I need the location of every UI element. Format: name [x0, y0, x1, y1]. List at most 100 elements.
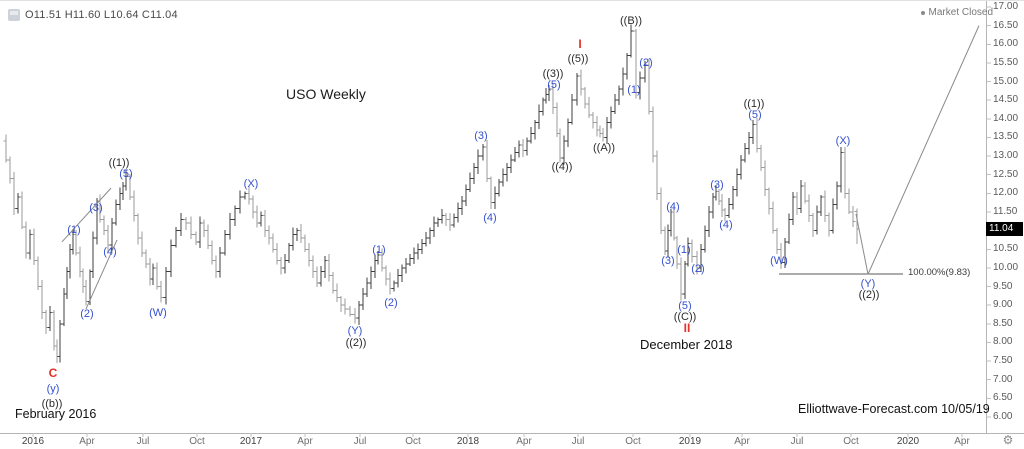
time-axis-label: Oct — [405, 436, 421, 447]
price-axis-label: 9.50 — [993, 280, 1013, 292]
wave-label: (5) — [119, 168, 133, 180]
wave-label: ((5)) — [567, 53, 589, 65]
price-axis-label: 7.50 — [993, 355, 1013, 367]
time-axis-label: 2019 — [678, 436, 702, 447]
annotation-december-2018: December 2018 — [640, 337, 733, 352]
wave-label: (2) — [691, 263, 705, 275]
price-axis-label: 16.00 — [993, 38, 1019, 50]
price-axis-label: 12.50 — [993, 168, 1019, 180]
wave-label: (y) — [46, 383, 60, 395]
wave-label: (2) — [80, 308, 94, 320]
status-dot-icon — [920, 10, 925, 15]
price-axis-label: 15.00 — [993, 75, 1019, 87]
last-price-badge: 11.04 — [986, 222, 1023, 237]
price-axis-label: 11.50 — [993, 206, 1018, 217]
wave-label: (4) — [719, 219, 733, 231]
price-axis-label: 8.50 — [993, 317, 1013, 329]
wave-label: (3) — [710, 179, 724, 191]
time-axis-label: 2020 — [896, 436, 920, 447]
wave-label: (Y) — [860, 278, 876, 290]
wave-label: (1) — [372, 244, 386, 256]
time-axis-label: Oct — [843, 436, 859, 447]
wave-label: ((4)) — [551, 161, 573, 173]
wave-label: (W) — [149, 307, 167, 319]
wave-label: (X) — [243, 178, 259, 190]
wave-label: ((2)) — [345, 337, 367, 349]
time-axis-label: Jul — [571, 436, 585, 447]
wave-label: ((A)) — [593, 142, 615, 154]
market-status: Market Closed — [920, 7, 993, 18]
wave-label: ((3)) — [542, 68, 564, 80]
wave-label: (5) — [547, 79, 561, 91]
wave-label: ((B)) — [620, 15, 642, 27]
projection-line — [855, 213, 869, 275]
wave-label: (2) — [639, 57, 653, 69]
time-axis-label: Apr — [954, 436, 970, 447]
time-axis-label: Apr — [79, 436, 95, 447]
wave-label: ((1)) — [108, 157, 130, 169]
wave-label: ((2)) — [858, 289, 880, 301]
price-axis-label: 17.00 — [993, 1, 1019, 12]
price-axis-label: 6.50 — [993, 392, 1013, 404]
price-axis-label: 14.00 — [993, 112, 1019, 124]
price-axis-label: 13.50 — [993, 131, 1019, 143]
price-axis-label: 10.50 — [993, 243, 1019, 255]
wave-label: (Y) — [347, 325, 363, 337]
wave-label: (X) — [835, 135, 851, 147]
fib-level-label: 100.00%(9.83) — [908, 267, 971, 278]
price-axis-label: 9.00 — [993, 299, 1013, 311]
trend-line — [61, 187, 112, 243]
wave-label: ((b)) — [41, 398, 63, 410]
market-status-label: Market Closed — [928, 7, 993, 18]
wave-label: (5) — [678, 300, 692, 312]
wave-label: (1) — [677, 244, 691, 256]
wave-label: II — [683, 321, 691, 335]
ohlc-values: O11.51 H11.60 L10.64 C11.04 — [25, 9, 178, 21]
annotation-february-2016: February 2016 — [15, 407, 97, 421]
wave-label: (4) — [483, 212, 497, 224]
price-axis-label: 15.50 — [993, 56, 1019, 68]
projection-line — [867, 25, 980, 275]
wave-label: (4) — [103, 246, 117, 258]
time-axis-label: Jul — [790, 436, 804, 447]
time-axis-label: Jul — [136, 436, 150, 447]
price-bars — [3, 24, 860, 364]
time-axis-label: Apr — [297, 436, 313, 447]
wave-label: (5) — [748, 109, 762, 121]
price-axis-label: 13.00 — [993, 150, 1019, 162]
ohlc-legend: O11.51 H11.60 L10.64 C11.04 — [8, 9, 178, 21]
wave-label: (W) — [770, 255, 788, 267]
wave-label: ((C)) — [673, 311, 697, 323]
wave-label: (3) — [89, 202, 103, 214]
price-axis-label: 12.00 — [993, 187, 1019, 199]
time-axis-label: Apr — [516, 436, 532, 447]
source-watermark: Elliottwave-Forecast.com 10/05/19 — [798, 402, 990, 416]
settings-gear-icon[interactable]: ⚙ — [1002, 433, 1014, 447]
price-axis-label: 7.00 — [993, 373, 1013, 385]
time-axis-label: Oct — [189, 436, 205, 447]
wave-label: (3) — [661, 255, 675, 267]
chart-title: USO Weekly — [286, 86, 366, 102]
time-axis-label: Oct — [625, 436, 641, 447]
wave-label: (2) — [384, 297, 398, 309]
wave-label: (1) — [67, 224, 81, 236]
wave-label: C — [48, 366, 58, 380]
price-axis-label: 8.00 — [993, 336, 1013, 348]
trend-line — [85, 239, 118, 310]
wave-label: I — [578, 37, 582, 51]
time-axis-label: 2018 — [456, 436, 480, 447]
price-axis-label: 16.50 — [993, 19, 1019, 31]
price-axis-label: 6.00 — [993, 411, 1013, 422]
wave-label: (3) — [474, 130, 488, 142]
series-logo-icon — [8, 9, 20, 21]
price-axis-label: 10.00 — [993, 261, 1019, 273]
price-axis-label: 14.50 — [993, 94, 1019, 106]
time-axis-label: 2017 — [239, 436, 263, 447]
time-axis-label: Apr — [734, 436, 750, 447]
wave-label: (4) — [666, 201, 680, 213]
time-axis-label: 2016 — [21, 436, 45, 447]
time-axis-label: Jul — [353, 436, 367, 447]
wave-label: (1) — [627, 84, 641, 96]
